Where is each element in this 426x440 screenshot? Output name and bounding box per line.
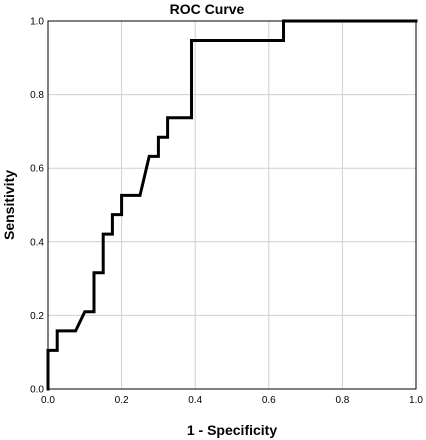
y-axis-label: Sensitivity: [1, 170, 17, 240]
x-tick-label: 0.0: [41, 395, 55, 406]
x-axis-label: 1 - Specificity: [187, 422, 277, 438]
y-tick-label: 1.0: [30, 17, 44, 28]
x-tick-label: 0.2: [115, 395, 129, 406]
y-tick-label: 0.0: [30, 385, 44, 396]
y-tick-label: 0.4: [30, 237, 44, 248]
x-tick-label: 0.6: [262, 395, 276, 406]
grid-layer: [47, 20, 417, 390]
chart-title: ROC Curve: [170, 1, 245, 17]
x-tick-label: 0.4: [188, 395, 202, 406]
x-axis-ticks: 0.0 0.2 0.4 0.6 0.8 1.0: [41, 395, 423, 406]
roc-curve-line: [46, 19, 418, 391]
y-tick-label: 0.6: [30, 164, 44, 175]
x-tick-label: 0.8: [335, 395, 349, 406]
y-axis-ticks: 0.0 0.2 0.4 0.6 0.8 1.0: [30, 17, 44, 396]
y-tick-label: 0.2: [30, 311, 44, 322]
plot-frame: [47, 20, 417, 390]
y-tick-label: 0.8: [30, 90, 44, 101]
x-tick-label: 1.0: [409, 395, 423, 406]
